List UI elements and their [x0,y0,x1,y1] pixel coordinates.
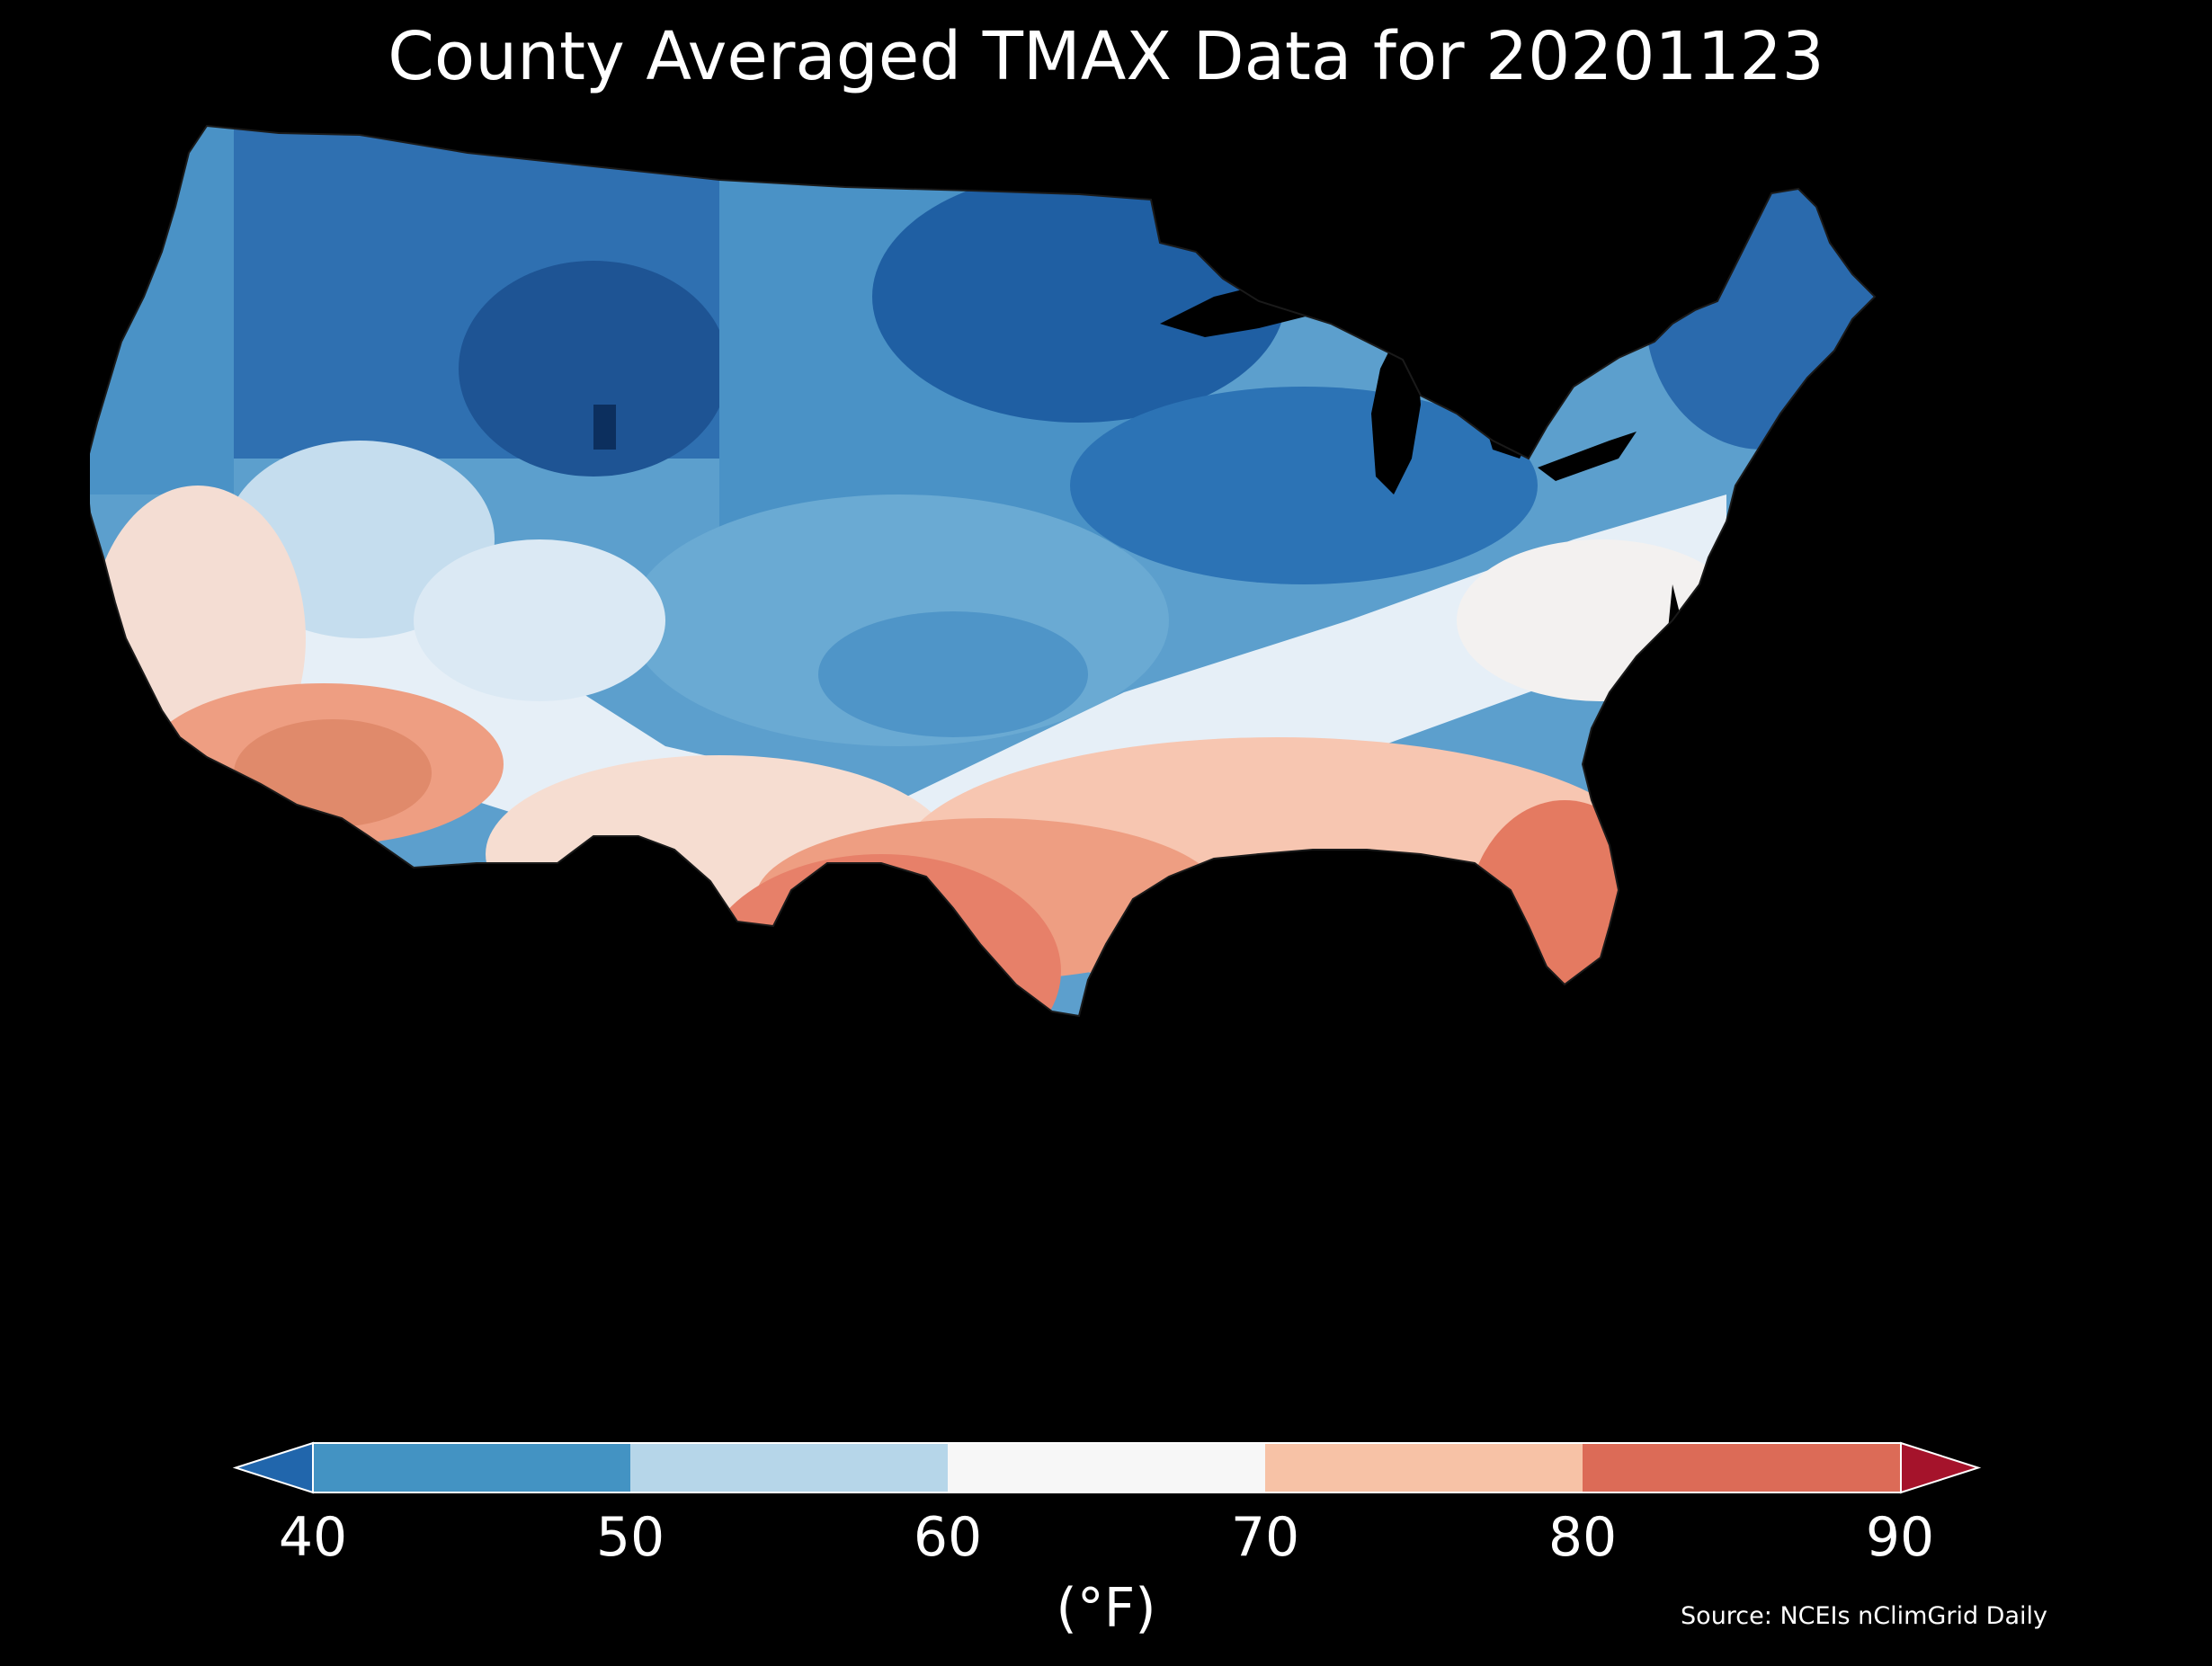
region-wyoming-darkest [593,405,616,450]
region-new-england [1646,180,1875,450]
us-county-map [90,117,2176,1394]
chesapeake-bay [1668,584,1681,656]
region-four-corners [414,539,665,701]
us-outline [90,124,1877,1018]
colorbar-tick-50: 50 [595,1506,665,1569]
colorbar-tick-70: 70 [1230,1506,1300,1569]
lake-michigan [1371,342,1421,494]
region-mid-atlantic [1457,539,1744,701]
colorbar-extend-low [232,1441,314,1494]
colorbar-tick-40: 40 [278,1506,348,1569]
source-credit: Source: NCEIs nClimGrid Daily [1681,1602,2047,1630]
region-wyoming-core [459,261,728,477]
colorbar-frame [312,1442,1902,1493]
chart-title: County Averaged TMAX Data for 20201123 [388,18,1824,95]
region-south-texas [701,854,1061,1016]
colorbar-tick-90: 90 [1865,1506,1935,1569]
colorbar-units-label: (°F) [1056,1577,1156,1640]
colorbar-extend-high [1900,1441,1982,1494]
lake-huron [1479,369,1538,459]
colorbar [232,1441,1982,1494]
colorbar-bin-60-70 [948,1443,1265,1492]
colorbar-bin-50-60 [630,1443,948,1492]
region-ohio-valley [1070,387,1538,584]
colorbar-tick-80: 80 [1548,1506,1618,1569]
region-florida [1466,800,1663,1016]
region-oklahoma-cool [818,611,1088,737]
colorbar-bin-80-90 [1583,1443,1901,1492]
region-pacific-northwest [90,126,234,494]
colorbar-bin-40-50 [313,1443,630,1492]
colorbar-tick-60: 60 [913,1506,983,1569]
lake-erie [1538,432,1637,481]
colorbar-bin-70-80 [1265,1443,1583,1492]
lake-superior [1160,265,1385,337]
region-arizona-hot [234,719,432,827]
